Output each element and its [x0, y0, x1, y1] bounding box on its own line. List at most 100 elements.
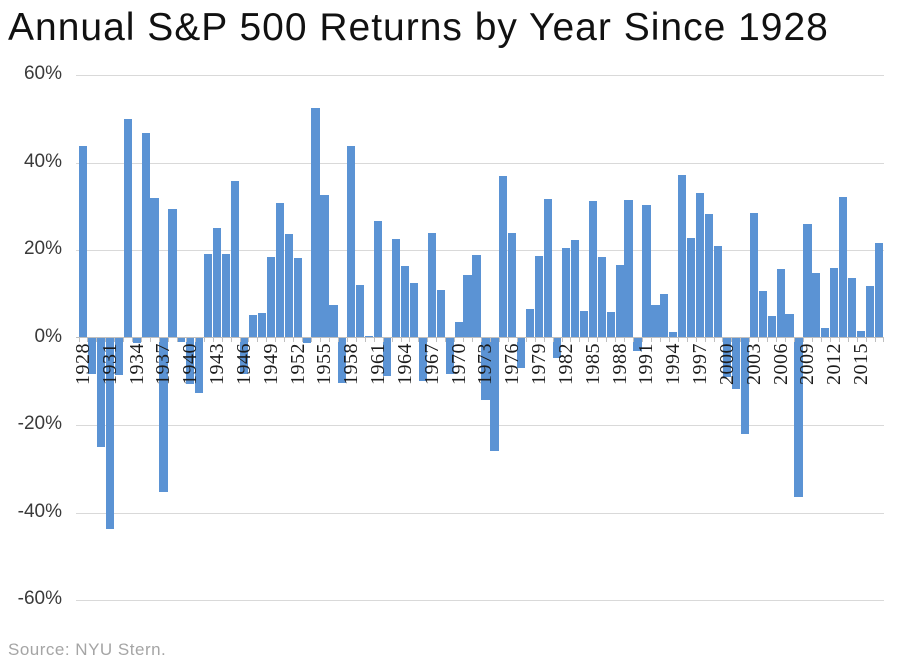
- bar-1949: [266, 257, 275, 338]
- x-axis-label-1973: 1973: [474, 343, 497, 385]
- x-axis-tick: [159, 338, 161, 342]
- bar-1982: [561, 248, 571, 338]
- x-axis-tick: [704, 338, 706, 342]
- bar-2005: [767, 316, 776, 338]
- x-axis-tick: [713, 338, 715, 342]
- x-axis-tick: [633, 338, 635, 342]
- x-axis-label-1940: 1940: [179, 343, 202, 385]
- x-axis-tick: [150, 338, 152, 342]
- bar-2009: [803, 224, 812, 338]
- bar-1930: [96, 337, 105, 448]
- bar-1971: [463, 275, 472, 338]
- x-axis-label-2012: 2012: [823, 343, 846, 385]
- bar-1979: [535, 256, 544, 338]
- bar-2004: [758, 290, 767, 338]
- x-axis-tick: [820, 338, 822, 342]
- x-axis-tick: [409, 338, 411, 342]
- x-axis-tick: [382, 338, 384, 342]
- bar-1955: [320, 194, 329, 338]
- x-axis-tick: [579, 338, 581, 342]
- bar-1944: [222, 254, 231, 338]
- x-axis-tick: [767, 338, 769, 342]
- x-axis-tick: [552, 338, 554, 342]
- bar-1950: [275, 202, 284, 338]
- x-axis-tick: [454, 338, 456, 342]
- bar-1965: [409, 283, 418, 338]
- y-axis-label: 20%: [23, 238, 62, 259]
- x-axis-tick: [96, 338, 98, 342]
- x-axis-label-2015: 2015: [850, 343, 873, 385]
- bar-2008: [794, 337, 803, 498]
- bar-1986: [597, 256, 606, 338]
- x-axis-tick: [749, 338, 751, 342]
- x-axis-label-1949: 1949: [259, 343, 282, 385]
- bar-1948: [257, 312, 266, 338]
- x-axis-label-1997: 1997: [689, 343, 712, 385]
- bar-1947: [248, 314, 258, 338]
- x-axis-tick: [105, 338, 107, 342]
- gridline-20%: [76, 250, 884, 251]
- bar-1932: [114, 337, 123, 376]
- bar-1984: [579, 310, 588, 338]
- bar-1983: [570, 239, 579, 338]
- x-axis-tick: [588, 338, 590, 342]
- x-axis-tick: [856, 338, 858, 342]
- x-axis-tick: [167, 338, 169, 342]
- x-axis-tick: [525, 338, 527, 342]
- x-axis-label-1994: 1994: [662, 343, 685, 385]
- source-note: Source: NYU Stern.: [8, 640, 167, 659]
- x-axis-label-1943: 1943: [206, 343, 229, 385]
- x-axis-tick: [802, 338, 804, 342]
- bar-1985: [588, 200, 597, 338]
- x-axis-tick: [606, 338, 608, 342]
- x-axis-tick: [436, 338, 438, 342]
- x-axis-tick: [776, 338, 778, 342]
- x-axis-tick: [883, 338, 885, 342]
- bar-1936: [150, 197, 159, 338]
- x-axis-tick: [141, 338, 143, 342]
- x-axis-tick: [811, 338, 813, 342]
- bar-1968: [436, 290, 445, 338]
- bar-1954: [311, 107, 320, 338]
- x-axis-tick: [445, 338, 447, 342]
- x-axis-tick: [847, 338, 849, 342]
- bar-1972: [472, 255, 481, 338]
- x-axis-tick: [185, 338, 187, 342]
- x-axis-tick: [328, 338, 330, 342]
- x-axis-label-1988: 1988: [608, 343, 631, 385]
- x-axis-tick: [203, 338, 205, 342]
- x-axis-tick: [239, 338, 241, 342]
- x-axis-label-1964: 1964: [393, 343, 416, 385]
- bar-1946: [239, 337, 249, 375]
- x-axis-tick: [463, 338, 465, 342]
- gridline--60%: [76, 600, 884, 601]
- x-axis-tick: [650, 338, 652, 342]
- x-axis-line: [76, 337, 884, 338]
- x-axis-label-2000: 2000: [715, 343, 738, 385]
- x-axis-tick: [785, 338, 787, 342]
- x-axis-tick: [481, 338, 482, 342]
- x-axis-tick: [176, 338, 178, 342]
- x-axis-tick: [829, 338, 831, 342]
- gridline-40%: [76, 162, 884, 164]
- bar-1966: [418, 337, 427, 382]
- y-axis-label: -40%: [17, 500, 62, 522]
- bar-1958: [347, 146, 356, 338]
- bar-1987: [606, 312, 615, 338]
- x-axis-tick: [695, 338, 697, 342]
- bar-1970: [454, 321, 463, 338]
- x-axis-label-1952: 1952: [286, 343, 309, 385]
- x-axis-tick: [337, 338, 339, 342]
- x-axis-label-1946: 1946: [232, 343, 255, 385]
- bar-1942: [204, 253, 213, 338]
- bar-1977: [517, 337, 526, 369]
- bar-1956: [329, 304, 338, 338]
- x-axis-tick: [642, 338, 643, 342]
- x-axis-tick: [597, 338, 599, 342]
- x-axis-tick: [865, 338, 867, 342]
- bar-2000: [722, 337, 732, 377]
- x-axis-tick: [874, 338, 876, 342]
- bar-1978: [526, 309, 535, 338]
- bar-1989: [624, 199, 633, 338]
- bar-1973: [481, 337, 490, 401]
